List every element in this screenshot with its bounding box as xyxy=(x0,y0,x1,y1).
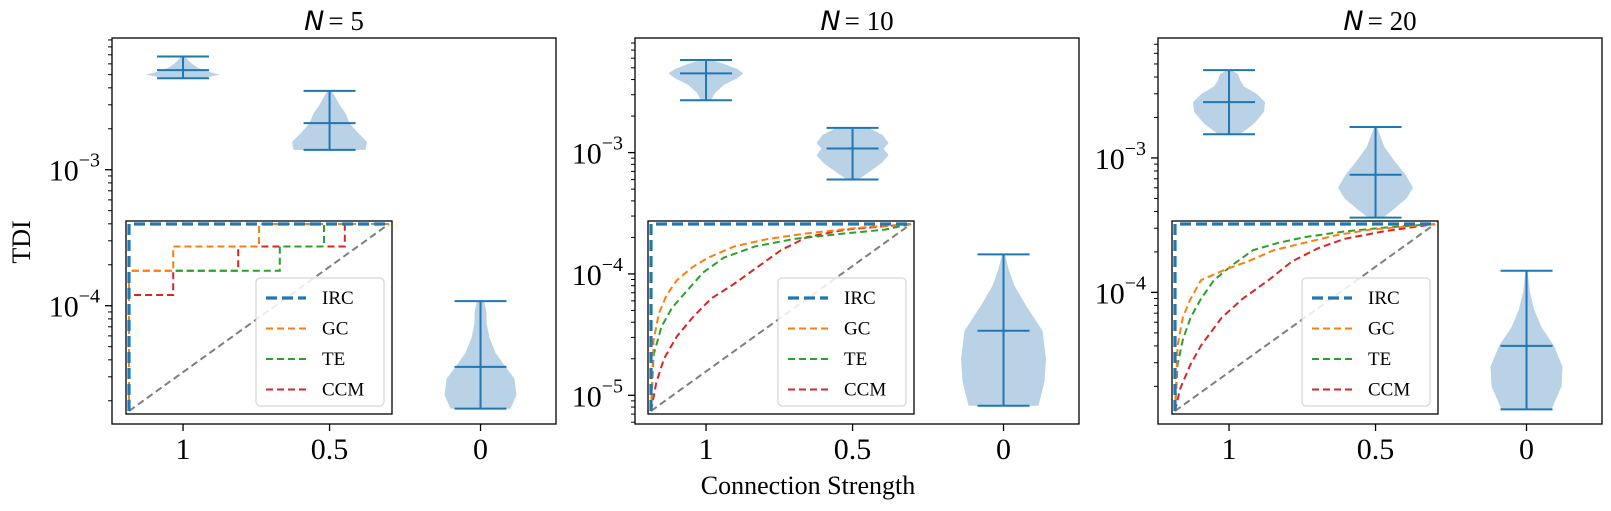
legend-label: GC xyxy=(844,319,870,340)
legend-box xyxy=(255,277,385,407)
legend-label: GC xyxy=(322,319,348,340)
roc-line-te xyxy=(1174,223,1436,412)
x-tick-label: 1 xyxy=(176,433,191,466)
x-tick-label: 0.5 xyxy=(834,433,872,466)
inset-legend: IRC GC TE CCM xyxy=(255,277,385,407)
panel-3: N = 20 10−3 10−4 1 0.5 0 IRC GC TE CCM xyxy=(1095,6,1603,466)
inset-roc: IRC GC TE CCM xyxy=(647,220,915,415)
y-tick-label: 10−3 xyxy=(572,133,623,171)
axes-frame xyxy=(111,37,557,425)
x-tick-label: 0 xyxy=(1519,433,1534,466)
y-tick-label: 10−5 xyxy=(572,375,623,413)
y-tick-label: 10−4 xyxy=(49,286,100,324)
x-tick-label: 1 xyxy=(699,433,714,466)
roc-line-irc xyxy=(127,222,389,411)
roc-line-te xyxy=(650,223,912,412)
axes-frame xyxy=(634,37,1080,425)
roc-line-irc xyxy=(1173,222,1435,411)
axes-frame xyxy=(1157,37,1603,425)
y-tick-label: 10−3 xyxy=(1095,138,1146,176)
legend-label: TE xyxy=(1368,349,1391,370)
roc-line-gc xyxy=(650,223,912,412)
inset-legend: IRC GC TE CCM xyxy=(777,277,907,407)
inset-legend: IRC GC TE CCM xyxy=(1301,277,1431,407)
x-tick-label: 0 xyxy=(996,433,1011,466)
legend-label: CCM xyxy=(844,380,886,401)
panel-2: N = 10 10−3 10−4 10−5 1 0.5 0 IRC GC TE CCM xyxy=(572,6,1080,466)
legend-label: IRC xyxy=(844,288,876,309)
panels: N = 5 10−3 10−4 1 0.5 0 IRC GC TE CCM N = 10 10−3 10−4… xyxy=(49,6,1603,466)
x-tick-label: 0.5 xyxy=(1357,433,1395,466)
inset-roc: IRC GC TE CCM xyxy=(125,220,393,415)
roc-line-ccm xyxy=(1174,223,1436,412)
roc-line-gc xyxy=(1174,223,1436,412)
panel-title: N = 10 xyxy=(820,6,893,37)
roc-line-ccm xyxy=(650,223,912,412)
y-tick-label: 10−4 xyxy=(1095,272,1146,310)
roc-line-irc xyxy=(649,222,911,411)
inset-roc: IRC GC TE CCM xyxy=(1171,220,1439,415)
legend-box xyxy=(777,277,907,407)
legend-label: CCM xyxy=(322,380,364,401)
legend-label: TE xyxy=(844,349,867,370)
panel-1: N = 5 10−3 10−4 1 0.5 0 IRC GC TE CCM xyxy=(49,6,557,466)
y-tick-label: 10−3 xyxy=(49,150,100,188)
panel-title: N = 5 xyxy=(304,6,364,37)
x-tick-label: 0 xyxy=(473,433,488,466)
y-tick-label: 10−4 xyxy=(572,254,623,292)
legend-label: TE xyxy=(322,349,345,370)
legend-label: IRC xyxy=(322,288,354,309)
legend-label: CCM xyxy=(1368,380,1410,401)
legend-label: GC xyxy=(1368,319,1394,340)
y-axis-label: TDI xyxy=(7,220,36,263)
legend-label: IRC xyxy=(1368,288,1400,309)
x-tick-label: 1 xyxy=(1222,433,1237,466)
panel-title: N = 20 xyxy=(1343,6,1416,37)
x-axis-label: Connection Strength xyxy=(701,471,915,500)
x-tick-label: 0.5 xyxy=(311,433,349,466)
legend-box xyxy=(1301,277,1431,407)
